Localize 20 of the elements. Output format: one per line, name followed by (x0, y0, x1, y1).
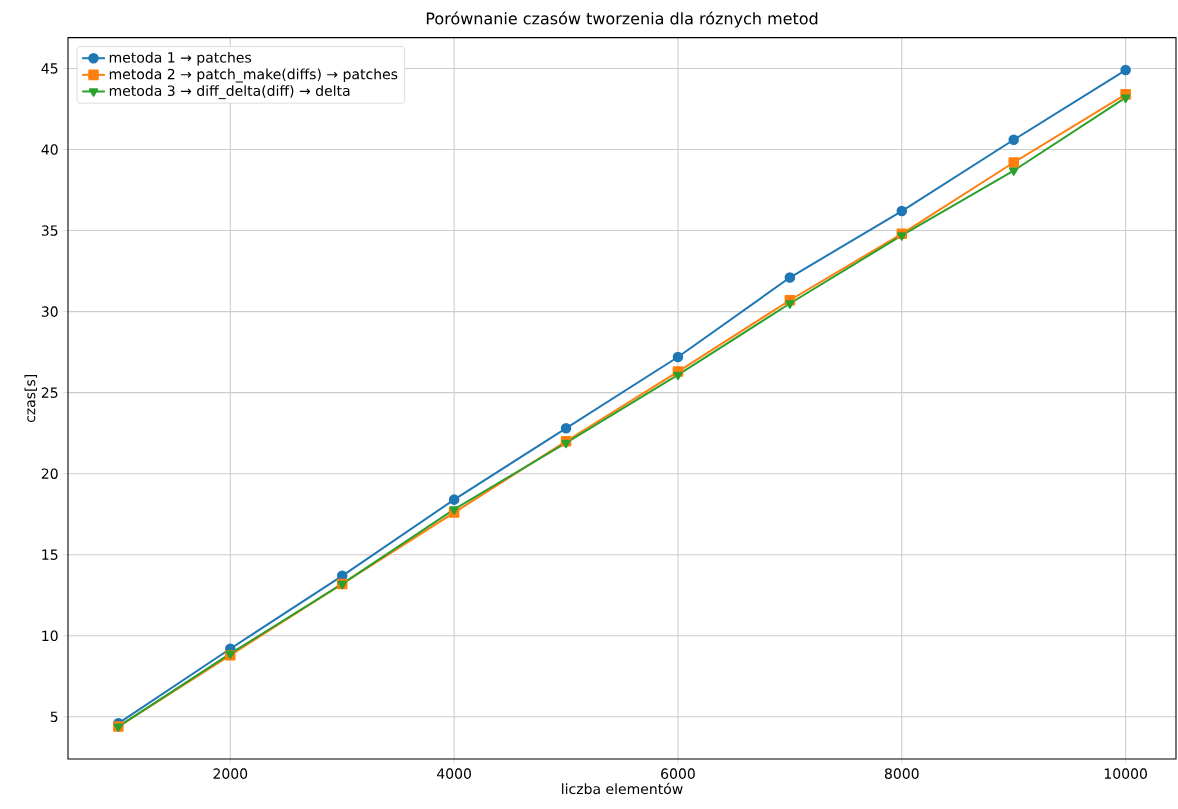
y-tick-label: 5 (50, 711, 58, 723)
legend-label: metoda 1 → patches (109, 51, 252, 66)
x-tick-label: 10000 (1104, 768, 1147, 779)
y-tick-label: 10 (42, 630, 58, 642)
x-tick-label: 8000 (884, 768, 919, 779)
x-tick-label: 2000 (213, 768, 248, 779)
x-axis-title: liczba elementów (562, 782, 683, 795)
y-axis-title: czas[s] (24, 374, 37, 423)
chart-title: Porównanie czasów tworzenia dla róznych metod (426, 11, 818, 28)
legend-label: metoda 3 → diff_delta(diff) → delta (109, 85, 350, 100)
y-tick-label: 20 (41, 468, 58, 479)
x-tick-label: 4000 (437, 768, 471, 779)
y-tick-label: 15 (42, 549, 58, 560)
y-tick-label: 25 (41, 387, 58, 398)
y-tick-label: 45 (41, 63, 58, 74)
y-tick-label: 30 (41, 306, 58, 317)
y-tick-label: 40 (41, 144, 58, 155)
x-tick-label: 6000 (661, 768, 695, 779)
legend-label: metoda 2 → patch_make(diffs) → patches (109, 68, 398, 83)
y-tick-label: 35 (41, 225, 58, 236)
